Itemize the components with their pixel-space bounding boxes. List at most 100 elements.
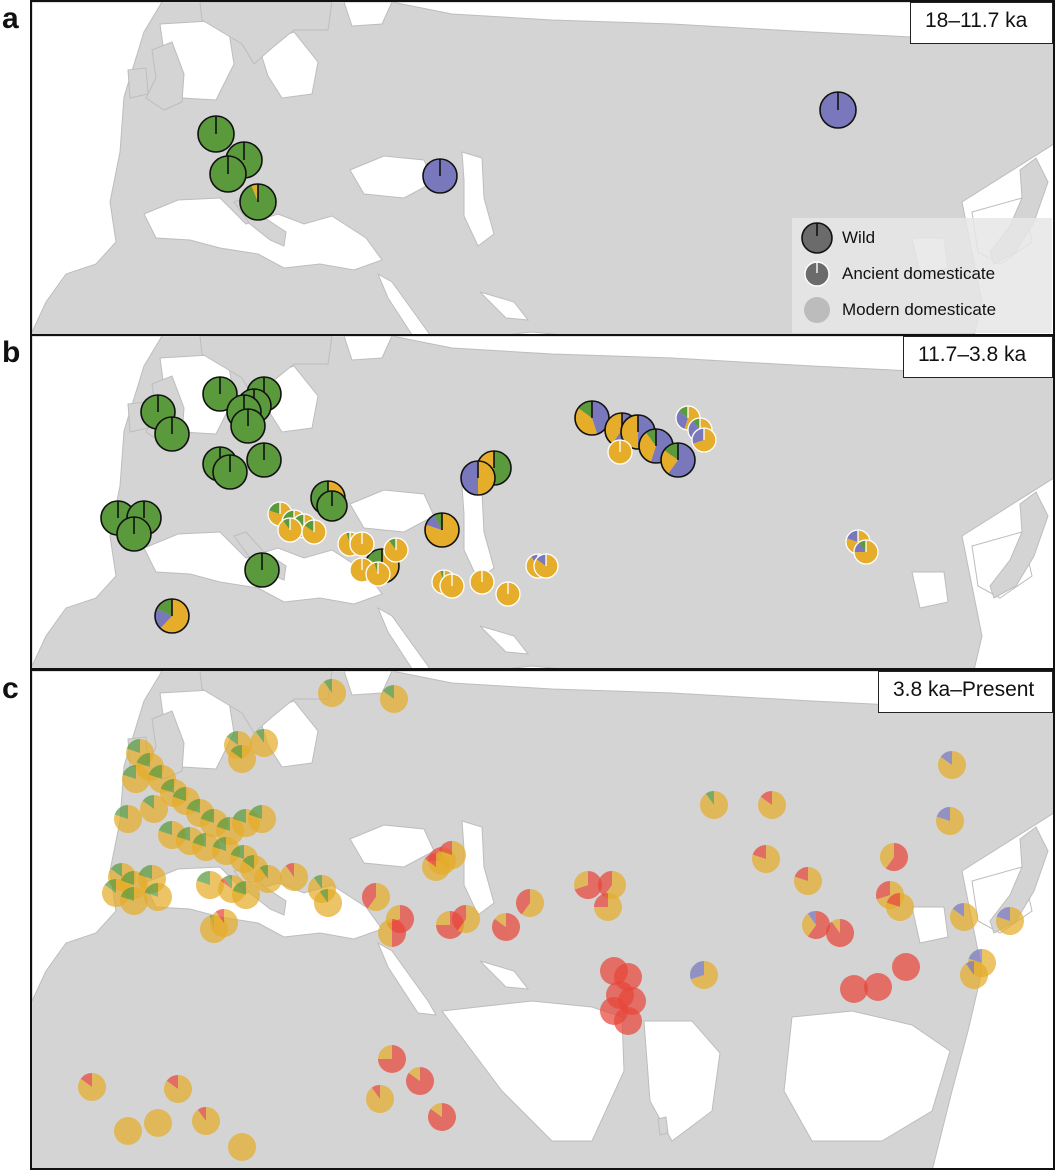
arctic-ocean [391, 2, 1053, 43]
pie-slice [794, 867, 808, 881]
pie-slice [254, 865, 283, 893]
pie-slice [996, 907, 1010, 921]
pie-slice [880, 843, 894, 869]
modern-sample-pie [228, 745, 256, 773]
pie-slice [430, 1103, 442, 1117]
pie-slice [176, 827, 190, 841]
panel-letter-b: b [2, 336, 21, 369]
pie-slice [216, 817, 230, 831]
pie-slice [388, 538, 396, 550]
modern-sample-pie [996, 907, 1024, 935]
persian-gulf [479, 291, 530, 321]
era-label-a: 18–11.7 ka [910, 2, 1053, 44]
modern-sample-pie [422, 853, 451, 881]
pie-slice [196, 871, 225, 899]
legend-item-modern: Modern domesticate [800, 292, 1044, 328]
modern-sample-pie [114, 1117, 142, 1145]
ancient-sample-pie [439, 573, 465, 599]
pie-slice [196, 871, 210, 885]
modern-sample-pie [594, 893, 622, 921]
pie-slice [938, 751, 967, 779]
modern-sample-pie [793, 867, 823, 895]
ancient-sample-pie [383, 537, 409, 563]
pie-slice [406, 1067, 435, 1095]
pie-slice [319, 889, 328, 903]
pie-slice [807, 911, 831, 939]
red-sea [376, 606, 430, 668]
pie-slice [668, 443, 696, 477]
wild-sample-pie [202, 376, 238, 412]
wild-sample-pie [154, 598, 190, 634]
wild-sample-pie [209, 155, 247, 193]
pie-slice [840, 975, 868, 1003]
pie-slice [660, 450, 678, 474]
pie-slice [935, 807, 964, 835]
modern-sample-pie [362, 883, 391, 911]
modern-sample-pie [378, 919, 406, 947]
pie-slice [142, 795, 154, 809]
pie-slice [598, 871, 612, 897]
panel-a-map: 18–11.7 ka Wild Ancient domesticate Mode… [30, 0, 1055, 336]
modern-sample-pie [428, 1103, 457, 1131]
pie-slice [122, 765, 136, 779]
pie-slice [220, 877, 232, 889]
modern-sample-pie [210, 909, 239, 937]
pie-slice [228, 1133, 256, 1161]
pie-slice [424, 853, 436, 867]
pie-slice [760, 791, 772, 805]
ancient-swatch-icon [804, 261, 830, 287]
modern-sample-pie [886, 893, 915, 921]
ancient-sample-pie [607, 439, 633, 465]
pie-slice [802, 913, 816, 937]
modern-sample-pie [248, 805, 277, 833]
pie-slice [516, 889, 530, 915]
red-sea [376, 272, 430, 334]
pie-slice [886, 893, 900, 907]
modern-sample-pie [120, 887, 149, 915]
pie-slice [478, 461, 495, 495]
pie-slice [192, 833, 206, 847]
pie-slice [192, 1107, 221, 1135]
wild-sample-pie [246, 442, 282, 478]
modern-sample-pie [752, 845, 781, 873]
pie-slice [215, 909, 224, 923]
pie-slice [457, 905, 480, 933]
wild-sample-pie [197, 115, 235, 153]
pie-slice [232, 881, 246, 895]
arabian-sea [509, 331, 558, 334]
legend-item-wild: Wild [800, 220, 1044, 256]
pie-slice [120, 871, 134, 885]
era-label-c: 3.8 ka–Present [878, 671, 1053, 713]
pie-slice [646, 429, 656, 446]
pie-slice [382, 685, 394, 699]
pie-slice [521, 889, 544, 917]
pie-slice [212, 837, 226, 851]
pie-slice [230, 745, 242, 759]
pie-slice [80, 1073, 92, 1087]
modern-swatch-icon [804, 297, 830, 323]
pie-slice [156, 599, 172, 616]
ancient-sample-pie [853, 539, 879, 565]
pie-slice [594, 893, 608, 907]
ireland-island [127, 67, 149, 99]
pie-slice [259, 865, 268, 879]
ancient-sample-pie [365, 561, 391, 587]
pie-slice [574, 871, 588, 890]
pie-slice [692, 428, 704, 444]
pie-slice [892, 953, 920, 981]
wild-sample-pie [154, 416, 190, 452]
modern-sample-pie [250, 729, 278, 757]
map-c [32, 671, 1053, 1168]
panel-c-map: 3.8 ka–Present [30, 669, 1055, 1170]
pie-slice [232, 881, 261, 909]
pie-slice [433, 513, 442, 530]
pie-slice [232, 809, 246, 823]
wild-sample-pie [574, 400, 610, 436]
pie-slice [639, 432, 656, 463]
wild-sample-pie [230, 408, 266, 444]
modern-sample-pie [380, 685, 409, 713]
japan-island [989, 491, 1049, 599]
caspian-sea [461, 151, 495, 247]
modern-sample-pie [144, 1109, 172, 1137]
pie-slice [282, 518, 290, 530]
